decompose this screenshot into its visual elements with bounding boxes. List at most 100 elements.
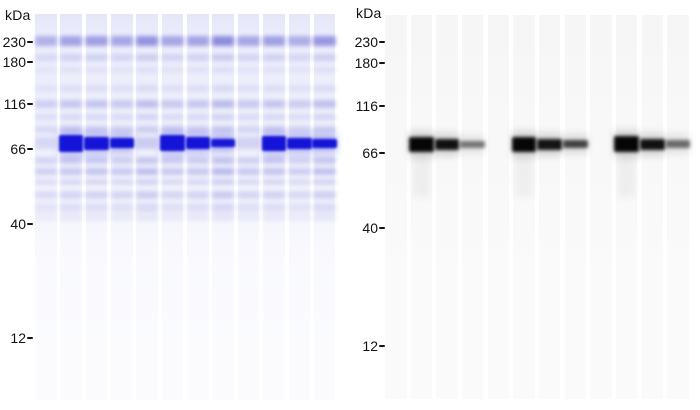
background-band	[237, 84, 260, 92]
gel-lane	[85, 14, 108, 400]
background-band	[211, 67, 235, 73]
background-band	[59, 179, 83, 185]
background-band	[161, 179, 184, 185]
background-band	[110, 84, 134, 92]
gel-lane	[187, 14, 209, 400]
main-protein-band	[84, 136, 109, 150]
background-band	[59, 100, 83, 108]
main-protein-band	[640, 138, 665, 150]
background-band	[186, 167, 210, 175]
background-band	[110, 36, 134, 46]
background-band	[59, 84, 83, 92]
gel-lane	[263, 14, 285, 400]
background-band	[237, 167, 260, 175]
background-band	[262, 167, 286, 175]
sub-band-smear	[617, 155, 636, 197]
main-protein-band	[563, 140, 588, 148]
background-band	[237, 53, 260, 61]
mw-marker-tick	[27, 41, 33, 43]
background-band	[34, 84, 57, 92]
main-protein-band	[460, 140, 485, 148]
gel-lane	[288, 14, 310, 400]
background-band	[313, 125, 336, 133]
background-band	[135, 114, 159, 120]
background-band	[110, 191, 134, 199]
background-band	[288, 125, 311, 133]
background-band	[313, 36, 336, 46]
background-band	[211, 114, 235, 120]
background-band	[262, 100, 286, 108]
background-band	[34, 167, 57, 175]
background-band	[288, 53, 311, 61]
background-band	[135, 125, 159, 133]
background-band	[186, 125, 210, 133]
background-band	[288, 191, 311, 199]
background-band	[161, 125, 184, 133]
background-band	[186, 100, 210, 108]
background-band	[161, 67, 184, 73]
kda-unit-label: kDa	[356, 5, 382, 21]
background-band	[59, 125, 83, 133]
main-protein-band	[665, 140, 691, 148]
gel-lane	[136, 14, 158, 400]
background-band	[237, 137, 260, 149]
background-band	[59, 156, 83, 164]
background-band	[288, 67, 311, 73]
background-band	[288, 202, 311, 212]
background-band	[211, 125, 235, 133]
background-band	[59, 67, 83, 73]
background-band	[135, 179, 159, 185]
background-band	[288, 167, 311, 175]
background-band	[59, 36, 83, 46]
background-band	[288, 213, 311, 221]
background-band	[262, 213, 286, 221]
mw-marker-label: 40	[10, 216, 26, 232]
background-band	[161, 53, 184, 61]
background-band	[34, 53, 57, 61]
background-band	[237, 36, 260, 46]
main-protein-band	[614, 136, 639, 152]
background-band	[237, 125, 260, 133]
gel-lane	[313, 14, 336, 400]
background-band	[262, 125, 286, 133]
background-band	[262, 36, 286, 46]
gel-lane	[641, 15, 663, 399]
background-band	[237, 213, 260, 221]
main-protein-band	[312, 138, 337, 148]
background-band	[211, 213, 235, 221]
gel-lane	[590, 15, 612, 399]
main-protein-band	[109, 138, 135, 148]
background-band	[85, 100, 108, 108]
background-band	[186, 53, 210, 61]
mw-marker-label: 180	[354, 55, 378, 71]
background-band	[59, 202, 83, 212]
gel-lane	[538, 15, 561, 399]
background-band	[110, 53, 134, 61]
main-protein-band	[409, 136, 434, 152]
background-band	[211, 156, 235, 164]
background-band	[85, 213, 108, 221]
gel-lane	[461, 15, 484, 399]
mw-marker-tick	[27, 223, 33, 225]
background-band	[313, 53, 336, 61]
background-band	[186, 179, 210, 185]
background-band	[135, 202, 159, 212]
background-band	[186, 36, 210, 46]
background-band	[262, 67, 286, 73]
background-band	[211, 84, 235, 92]
background-band	[110, 167, 134, 175]
gel-lane	[410, 15, 433, 399]
background-band	[85, 125, 108, 133]
background-band	[186, 156, 210, 164]
background-band	[161, 156, 184, 164]
mw-marker-label: 180	[2, 54, 26, 70]
gel-lane	[35, 14, 57, 400]
background-band	[110, 179, 134, 185]
background-band	[161, 213, 184, 221]
background-band	[85, 191, 108, 199]
mw-marker-tick	[379, 345, 385, 347]
background-band	[211, 100, 235, 108]
mw-marker-label: 230	[2, 34, 26, 50]
mw-marker-label: 66	[362, 145, 378, 161]
background-band	[288, 84, 311, 92]
